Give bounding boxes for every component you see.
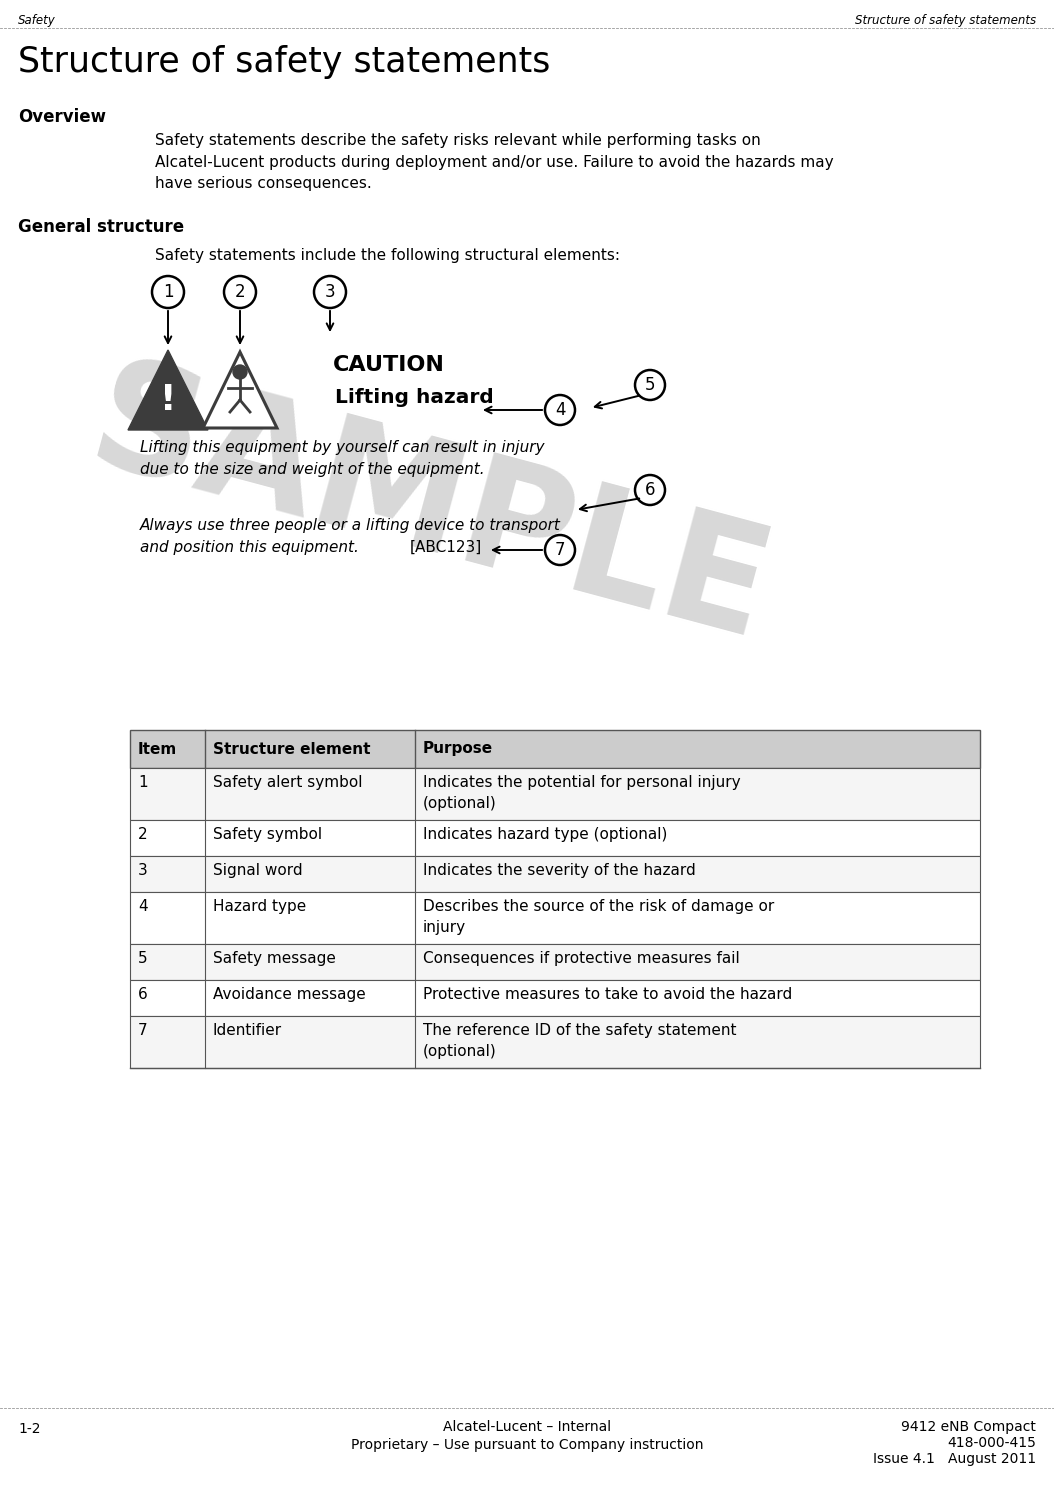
Text: Identifier: Identifier — [213, 1024, 282, 1039]
Text: Safety statements describe the safety risks relevant while performing tasks on
A: Safety statements describe the safety ri… — [155, 133, 834, 191]
Text: Overview: Overview — [18, 107, 106, 127]
Text: Safety message: Safety message — [213, 951, 336, 966]
Text: 1: 1 — [138, 775, 148, 790]
Text: 1-2: 1-2 — [18, 1421, 40, 1436]
Polygon shape — [128, 350, 208, 431]
Text: Avoidance message: Avoidance message — [213, 986, 366, 1001]
Text: [ABC123]: [ABC123] — [410, 539, 483, 554]
Text: Indicates the severity of the hazard: Indicates the severity of the hazard — [423, 863, 696, 878]
FancyBboxPatch shape — [130, 945, 980, 980]
Text: 7: 7 — [554, 541, 565, 559]
Text: Safety alert symbol: Safety alert symbol — [213, 775, 363, 790]
Text: Structure of safety statements: Structure of safety statements — [855, 13, 1036, 27]
Text: Structure element: Structure element — [213, 742, 371, 757]
Text: 6: 6 — [645, 481, 656, 499]
Text: Proprietary – Use pursuant to Company instruction: Proprietary – Use pursuant to Company in… — [351, 1438, 703, 1451]
Text: 5: 5 — [645, 375, 656, 393]
Text: Safety: Safety — [18, 13, 56, 27]
Text: SAMPLE: SAMPLE — [76, 349, 784, 672]
Text: 418-000-415: 418-000-415 — [948, 1436, 1036, 1450]
Text: 5: 5 — [138, 951, 148, 966]
Text: Purpose: Purpose — [423, 742, 493, 757]
Text: Protective measures to take to avoid the hazard: Protective measures to take to avoid the… — [423, 986, 793, 1001]
Text: Signal word: Signal word — [213, 863, 302, 878]
Text: General structure: General structure — [18, 218, 184, 235]
FancyBboxPatch shape — [130, 855, 980, 893]
FancyBboxPatch shape — [130, 1016, 980, 1068]
Text: 4: 4 — [554, 401, 565, 419]
Text: !: ! — [160, 383, 176, 417]
Text: Safety symbol: Safety symbol — [213, 827, 323, 842]
Text: Alcatel-Lucent – Internal: Alcatel-Lucent – Internal — [443, 1420, 611, 1433]
Text: 2: 2 — [138, 827, 148, 842]
Text: Always use three people or a lifting device to transport
and position this equip: Always use three people or a lifting dev… — [140, 519, 561, 554]
FancyBboxPatch shape — [130, 820, 980, 855]
Text: 7: 7 — [138, 1024, 148, 1039]
FancyBboxPatch shape — [130, 980, 980, 1016]
Text: Item: Item — [138, 742, 177, 757]
Text: 6: 6 — [138, 986, 148, 1001]
Text: 9412 eNB Compact: 9412 eNB Compact — [901, 1420, 1036, 1433]
Text: Lifting this equipment by yourself can result in injury
due to the size and weig: Lifting this equipment by yourself can r… — [140, 440, 545, 477]
Text: Indicates the potential for personal injury
(optional): Indicates the potential for personal inj… — [423, 775, 741, 811]
Text: Hazard type: Hazard type — [213, 898, 307, 913]
Text: 3: 3 — [138, 863, 148, 878]
Text: 3: 3 — [325, 283, 335, 301]
Text: Consequences if protective measures fail: Consequences if protective measures fail — [423, 951, 740, 966]
Text: Issue 4.1   August 2011: Issue 4.1 August 2011 — [873, 1451, 1036, 1466]
Text: Lifting hazard: Lifting hazard — [335, 387, 493, 407]
Text: 1: 1 — [162, 283, 173, 301]
Text: Safety statements include the following structural elements:: Safety statements include the following … — [155, 247, 620, 264]
Text: Describes the source of the risk of damage or
injury: Describes the source of the risk of dama… — [423, 898, 775, 936]
Text: 2: 2 — [235, 283, 246, 301]
Circle shape — [233, 365, 247, 378]
FancyBboxPatch shape — [130, 893, 980, 945]
FancyBboxPatch shape — [130, 767, 980, 820]
Text: Structure of safety statements: Structure of safety statements — [18, 45, 550, 79]
Text: CAUTION: CAUTION — [333, 355, 445, 375]
Text: 4: 4 — [138, 898, 148, 913]
Polygon shape — [203, 352, 277, 428]
Text: Indicates hazard type (optional): Indicates hazard type (optional) — [423, 827, 667, 842]
FancyBboxPatch shape — [130, 730, 980, 767]
Text: The reference ID of the safety statement
(optional): The reference ID of the safety statement… — [423, 1024, 737, 1059]
